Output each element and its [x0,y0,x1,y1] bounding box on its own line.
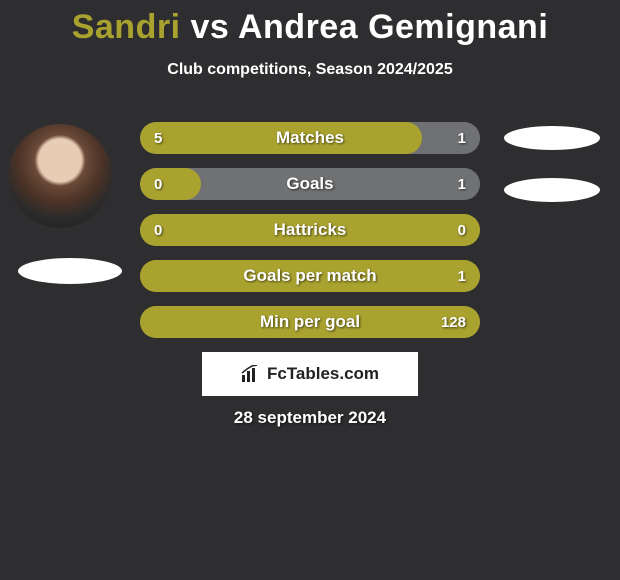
stat-bar-right-value: 1 [458,260,466,292]
stat-bar: Min per goal128 [140,306,480,338]
stat-bar: Goals0 1 [140,168,480,200]
date-text: 28 september 2024 [0,408,620,428]
stat-bar-label: Min per goal [140,306,480,338]
player2-name-pill-1 [504,126,600,150]
player1-avatar [8,124,112,228]
stat-bar-right-value: 128 [441,306,466,338]
player2-name-pill-2 [504,178,600,202]
title-player2: Andrea Gemignani [238,8,548,46]
stat-bar-right-value: 0 [458,214,466,246]
chart-icon [241,365,261,383]
stat-bar: Matches5 1 [140,122,480,154]
stat-bar-right-value: 1 [458,168,466,200]
page-title: Sandri vs Andrea Gemignani [0,0,620,47]
player1-name-pill [18,258,122,284]
stat-bar-label: Goals per match [140,260,480,292]
stat-bar-right-value: 1 [458,122,466,154]
stat-bar-left-value: 5 [154,122,162,154]
stat-bar-left-value: 0 [154,214,162,246]
brand-text: FcTables.com [267,364,379,384]
stat-bar: Goals per match1 [140,260,480,292]
stat-bar: Hattricks0 0 [140,214,480,246]
stat-bar-label: Hattricks [140,214,480,246]
comparison-bars: Matches51Goals01Hattricks00Goals per mat… [140,122,480,352]
subtitle: Club competitions, Season 2024/2025 [0,61,620,79]
stat-bar-label: Goals [140,168,480,200]
stat-bar-label: Matches [140,122,480,154]
title-player1: Sandri [72,8,181,46]
title-vs: vs [181,8,238,46]
stat-bar-left-value: 0 [154,168,162,200]
brand-box: FcTables.com [202,352,418,396]
